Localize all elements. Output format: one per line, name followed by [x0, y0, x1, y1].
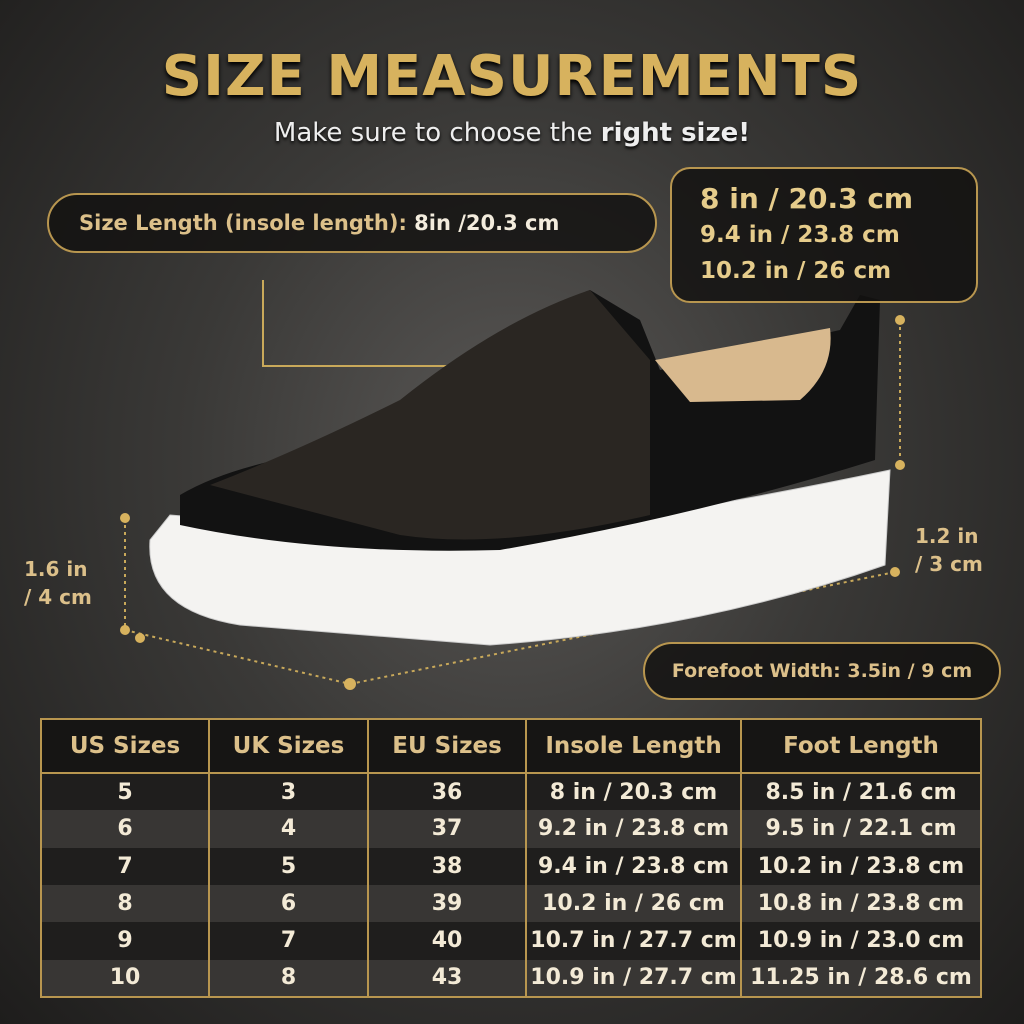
col-header: Foot Length [741, 719, 982, 774]
table-row: 7 5 38 9.4 in / 23.8 cm 10.2 in / 23.8 cm [41, 847, 982, 885]
table-cell: 40 [368, 922, 527, 960]
toe-height-label: 1.6 in / 4 cm [24, 555, 92, 611]
table-row: 6 4 37 9.2 in / 23.8 cm 9.5 in / 22.1 cm [41, 810, 982, 848]
table-cell: 9.4 in / 23.8 cm [526, 847, 742, 885]
table-cell: 5 [209, 847, 369, 885]
col-header: Insole Length [526, 719, 742, 774]
table-cell: 6 [41, 810, 210, 848]
table-cell: 11.25 in / 28.6 cm [741, 959, 982, 997]
table-row: 5 3 36 8 in / 20.3 cm 8.5 in / 21.6 cm [41, 773, 982, 811]
subtitle-emphasis: right size! [600, 118, 751, 148]
table-cell: 10.2 in / 26 cm [526, 884, 742, 923]
subtitle: Make sure to choose the right size! [0, 118, 1024, 148]
table-cell: 10.9 in / 23.0 cm [741, 922, 982, 960]
heel-height-label: 1.2 in / 3 cm [915, 522, 983, 578]
table-cell: 6 [209, 884, 369, 923]
table-row: 10 8 43 10.9 in / 27.7 cm 11.25 in / 28.6 cm [41, 959, 982, 997]
size-options-callout: 8 in / 20.3 cm 9.4 in / 23.8 cm 10.2 in … [670, 167, 978, 303]
toe-height-cm: / 4 cm [24, 585, 92, 609]
table-cell: 8 [41, 884, 210, 923]
table-cell: 4 [209, 810, 369, 848]
table-cell: 9 [41, 922, 210, 960]
size-option: 10.2 in / 26 cm [700, 258, 892, 284]
col-header: UK Sizes [209, 719, 369, 774]
forefoot-label: Forefoot Width: [671, 660, 841, 682]
size-option: 8 in / 20.3 cm [700, 182, 914, 215]
heel-height-in: 1.2 in [915, 524, 979, 548]
table-row: 8 6 39 10.2 in / 26 cm 10.8 in / 23.8 cm [41, 884, 982, 923]
table-cell: 43 [368, 959, 527, 997]
table-cell: 8 in / 20.3 cm [526, 773, 742, 811]
table-cell: 36 [368, 773, 527, 811]
table-cell: 10.2 in / 23.8 cm [741, 847, 982, 885]
table-cell: 8 [209, 959, 369, 997]
table-cell: 10.7 in / 27.7 cm [526, 922, 742, 960]
table-cell: 10.9 in / 27.7 cm [526, 959, 742, 997]
shoe-illustration [120, 280, 905, 690]
table-header-row: US Sizes UK Sizes EU Sizes Insole Length… [41, 719, 982, 774]
page-title: SIZE MEASUREMENTS [161, 44, 863, 109]
size-length-unit: in / [428, 211, 466, 235]
table-cell: 9.2 in / 23.8 cm [526, 810, 742, 848]
size-length-cm: 20.3 cm [465, 211, 560, 235]
table-cell: 37 [368, 810, 527, 848]
size-length-callout: Size Length (insole length): 8 in / 20.3… [47, 193, 657, 253]
table-cell: 10.8 in / 23.8 cm [741, 884, 982, 923]
table-cell: 3 [209, 773, 369, 811]
forefoot-unit: in / 9 cm [881, 660, 973, 682]
table-cell: 39 [368, 884, 527, 923]
forefoot-width-callout: Forefoot Width: 3.5 in / 9 cm [643, 642, 1001, 700]
table-cell: 7 [41, 847, 210, 885]
toe-height-in: 1.6 in [24, 557, 88, 581]
size-length-value: 8 [414, 211, 429, 235]
col-header: US Sizes [41, 719, 210, 774]
size-chart-table: US Sizes UK Sizes EU Sizes Insole Length… [40, 718, 982, 998]
table-cell: 9.5 in / 22.1 cm [741, 810, 982, 848]
table-cell: 8.5 in / 21.6 cm [741, 773, 982, 811]
subtitle-text: Make sure to choose the [273, 118, 601, 148]
heel-height-cm: / 3 cm [915, 552, 983, 576]
table-row: 9 7 40 10.7 in / 27.7 cm 10.9 in / 23.0 cm [41, 922, 982, 960]
forefoot-value: 3.5 [847, 660, 882, 682]
table-cell: 38 [368, 847, 527, 885]
table-cell: 7 [209, 922, 369, 960]
size-length-label: Size Length (insole length): [79, 211, 407, 235]
size-option: 9.4 in / 23.8 cm [700, 222, 900, 248]
table-cell: 10 [41, 959, 210, 997]
col-header: EU Sizes [368, 719, 527, 774]
table-cell: 5 [41, 773, 210, 811]
